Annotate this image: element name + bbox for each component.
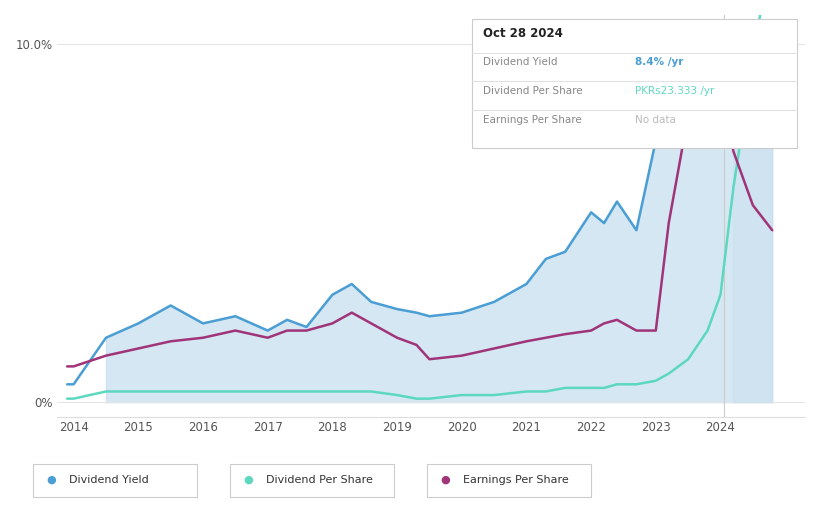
Text: PKRs23.333 /yr: PKRs23.333 /yr xyxy=(635,86,714,97)
Text: Oct 28 2024: Oct 28 2024 xyxy=(484,27,563,40)
Text: Dividend Per Share: Dividend Per Share xyxy=(484,86,583,97)
Text: Dividend Yield: Dividend Yield xyxy=(69,475,149,485)
Text: ●: ● xyxy=(440,475,450,485)
Text: Dividend Yield: Dividend Yield xyxy=(484,57,557,68)
Text: ●: ● xyxy=(243,475,253,485)
Text: No data: No data xyxy=(635,115,676,125)
Text: ●: ● xyxy=(46,475,56,485)
Text: Earnings Per Share: Earnings Per Share xyxy=(484,115,582,125)
FancyBboxPatch shape xyxy=(472,19,797,148)
Text: Past: Past xyxy=(727,35,749,45)
Text: Dividend Per Share: Dividend Per Share xyxy=(266,475,373,485)
Text: Earnings Per Share: Earnings Per Share xyxy=(463,475,569,485)
Text: 8.4% /yr: 8.4% /yr xyxy=(635,57,683,68)
